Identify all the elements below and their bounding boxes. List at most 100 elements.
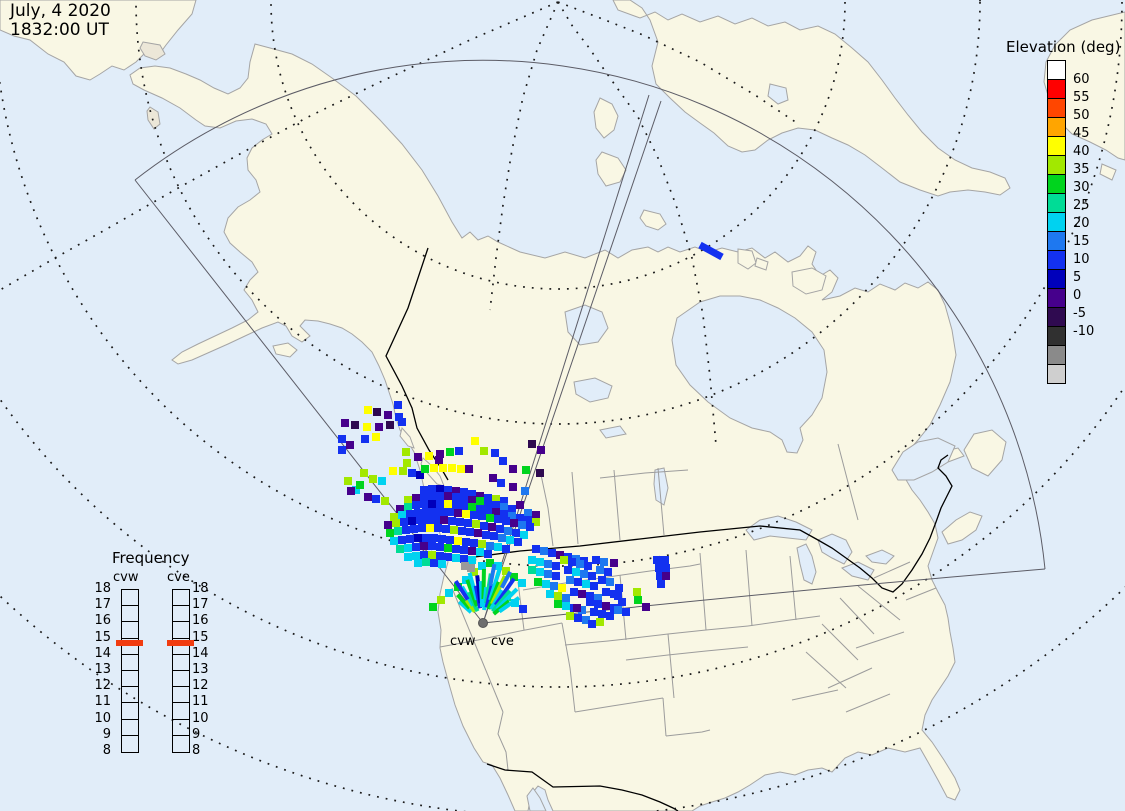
elevation-cell	[404, 553, 412, 561]
frequency-tick-label: 16	[192, 613, 209, 629]
elevation-cell	[556, 551, 564, 559]
frequency-tick-label: 17	[94, 597, 111, 613]
elevation-cell	[372, 433, 380, 441]
elevation-data-cells	[338, 241, 724, 628]
elevation-tick-label: 50	[1073, 108, 1090, 123]
elevation-cell	[520, 531, 528, 539]
elevation-cell	[386, 421, 394, 429]
elevation-cell	[420, 551, 428, 559]
elevation-cell	[655, 564, 663, 572]
elevation-cell	[466, 528, 474, 536]
elevation-cell	[536, 558, 544, 566]
elevation-cell	[442, 525, 450, 533]
frequency-segment	[173, 703, 189, 720]
elevation-cell	[460, 502, 468, 510]
near-range-streak	[488, 563, 497, 587]
elevation-cell	[476, 497, 484, 505]
state-border-line	[665, 729, 711, 737]
elevation-cell	[537, 446, 545, 454]
elevation-cell	[408, 517, 416, 525]
date-text: July, 4 2020	[10, 1, 111, 21]
state-border-line	[667, 633, 675, 699]
elevation-cell	[464, 519, 472, 527]
frequency-segment	[122, 622, 138, 639]
elevation-cell	[369, 475, 377, 483]
water-body	[671, 295, 828, 454]
elevation-cell	[588, 620, 596, 628]
elevation-cell	[452, 493, 460, 501]
elevation-cell	[429, 603, 437, 611]
elevation-cell	[414, 559, 422, 567]
elevation-cell	[444, 500, 452, 508]
elevation-cell	[544, 560, 552, 568]
frequency-tick-label: 11	[192, 694, 209, 710]
elevation-color-swatch	[1047, 289, 1066, 308]
elevation-tick-label: 10	[1073, 252, 1090, 267]
elevation-cell	[522, 466, 530, 474]
elevation-cell	[554, 592, 562, 600]
elevation-cell	[590, 608, 598, 616]
elevation-cell	[457, 465, 465, 473]
elevation-tick-label: -10	[1073, 324, 1095, 339]
elevation-cell	[430, 534, 438, 542]
elevation-cell	[662, 564, 670, 572]
state-border-line	[625, 646, 749, 661]
elevation-cell	[460, 488, 468, 496]
state-border-line	[662, 697, 667, 737]
frequency-segment	[173, 720, 189, 736]
elevation-cell	[586, 592, 594, 600]
elevation-cell	[502, 567, 510, 575]
frequency-segment	[122, 655, 138, 671]
state-border-line	[855, 631, 905, 649]
elevation-color-swatch	[1047, 194, 1066, 213]
elevation-cell	[578, 606, 586, 614]
elevation-cell	[564, 566, 572, 574]
elevation-cell	[657, 580, 665, 588]
elevation-cell	[446, 536, 454, 544]
elevation-color-swatch	[1047, 327, 1066, 346]
elevation-cell	[610, 590, 618, 598]
elevation-cell	[484, 550, 492, 558]
site-label-cvw: cvw	[450, 634, 476, 649]
elevation-cell	[508, 505, 516, 513]
elevation-cell	[399, 467, 407, 475]
elevation-cell	[438, 535, 446, 543]
elevation-cell	[394, 527, 402, 535]
elevation-tick-label: -5	[1073, 306, 1086, 321]
elevation-cell	[544, 570, 552, 578]
elevation-cell	[406, 510, 414, 518]
elevation-cell	[478, 562, 486, 570]
land-path	[791, 267, 827, 295]
near-range-streaks	[454, 563, 521, 616]
land-path	[399, 426, 415, 449]
elevation-cell	[445, 589, 453, 597]
frequency-tick-label: 9	[102, 726, 111, 742]
frequency-tick-label: 13	[94, 662, 111, 677]
elevation-tick-label: 20	[1073, 216, 1090, 231]
frequency-tick-label: 10	[192, 710, 209, 726]
elevation-tick-label: 45	[1073, 126, 1090, 141]
elevation-cell	[426, 524, 434, 532]
elevation-cell	[606, 578, 614, 586]
island-path	[139, 41, 166, 61]
magnetic-meridian	[489, 1, 559, 311]
elevation-cell	[536, 568, 544, 576]
elevation-cell	[462, 538, 470, 546]
state-border-line	[574, 697, 664, 713]
elevation-cell	[430, 464, 438, 472]
land-path	[963, 429, 1007, 477]
elevation-cell	[470, 539, 478, 547]
elevation-cell	[372, 495, 380, 503]
land-path	[754, 257, 769, 271]
elevation-cell	[508, 512, 516, 520]
elevation-cell	[435, 456, 443, 464]
water-body	[573, 377, 613, 403]
elevation-cell	[410, 525, 418, 533]
country-border-line	[486, 763, 679, 811]
elevation-cell	[572, 568, 580, 576]
elevation-cell	[618, 598, 626, 606]
state-border-line	[839, 597, 875, 635]
elevation-cell	[509, 465, 517, 473]
elevation-cell	[448, 464, 456, 472]
